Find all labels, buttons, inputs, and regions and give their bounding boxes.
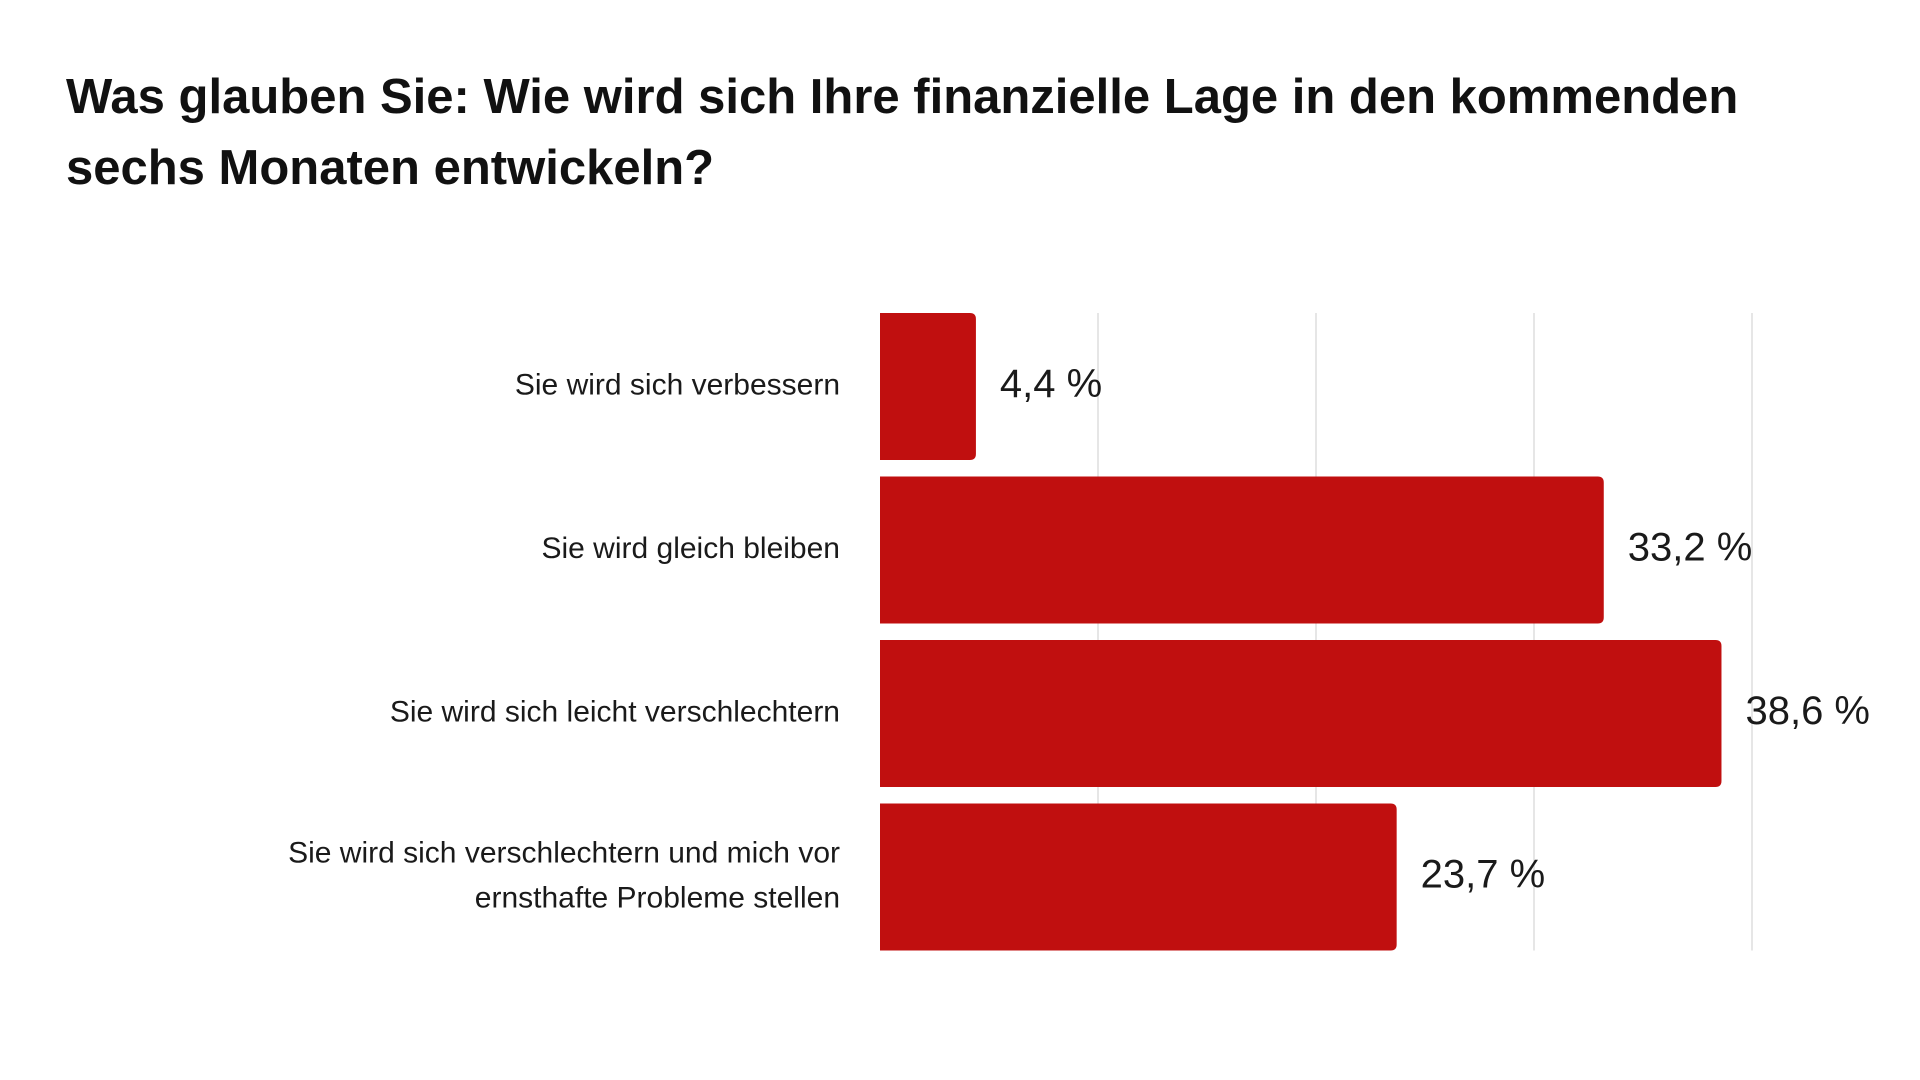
bar-4 [880, 803, 1397, 951]
category-label-2: Sie wird gleich bleiben [541, 532, 840, 565]
category-label-line: Sie wird gleich bleiben [541, 532, 840, 565]
bar-2 [880, 476, 1604, 624]
value-label-2: 33,2 % [1628, 526, 1753, 570]
category-label-line: Sie wird sich verbessern [515, 368, 840, 401]
category-label-4: Sie wird sich verschlechtern und mich vo… [288, 836, 840, 914]
value-label-4: 23,7 % [1421, 853, 1546, 897]
category-label-3: Sie wird sich leicht verschlechtern [390, 695, 840, 728]
value-label-3: 38,6 % [1745, 689, 1870, 733]
bars [880, 313, 1722, 951]
category-label-1: Sie wird sich verbessern [515, 368, 840, 401]
category-label-line: Sie wird sich leicht verschlechtern [390, 695, 840, 728]
value-labels: 4,4 % 33,2 % 38,6 % 23,7 % [1000, 362, 1870, 897]
category-label-line: Sie wird sich verschlechtern und mich vo… [288, 836, 840, 869]
category-labels: Sie wird sich verbessern Sie wird gleich … [288, 368, 840, 914]
category-label-line: ernsthafte Probleme stellen [475, 881, 840, 914]
value-label-1: 4,4 % [1000, 362, 1102, 406]
bar-1 [880, 313, 976, 460]
bar-3 [880, 640, 1722, 787]
chart-title: Was glauben Sie: Wie wird sich Ihre fina… [66, 70, 1739, 195]
